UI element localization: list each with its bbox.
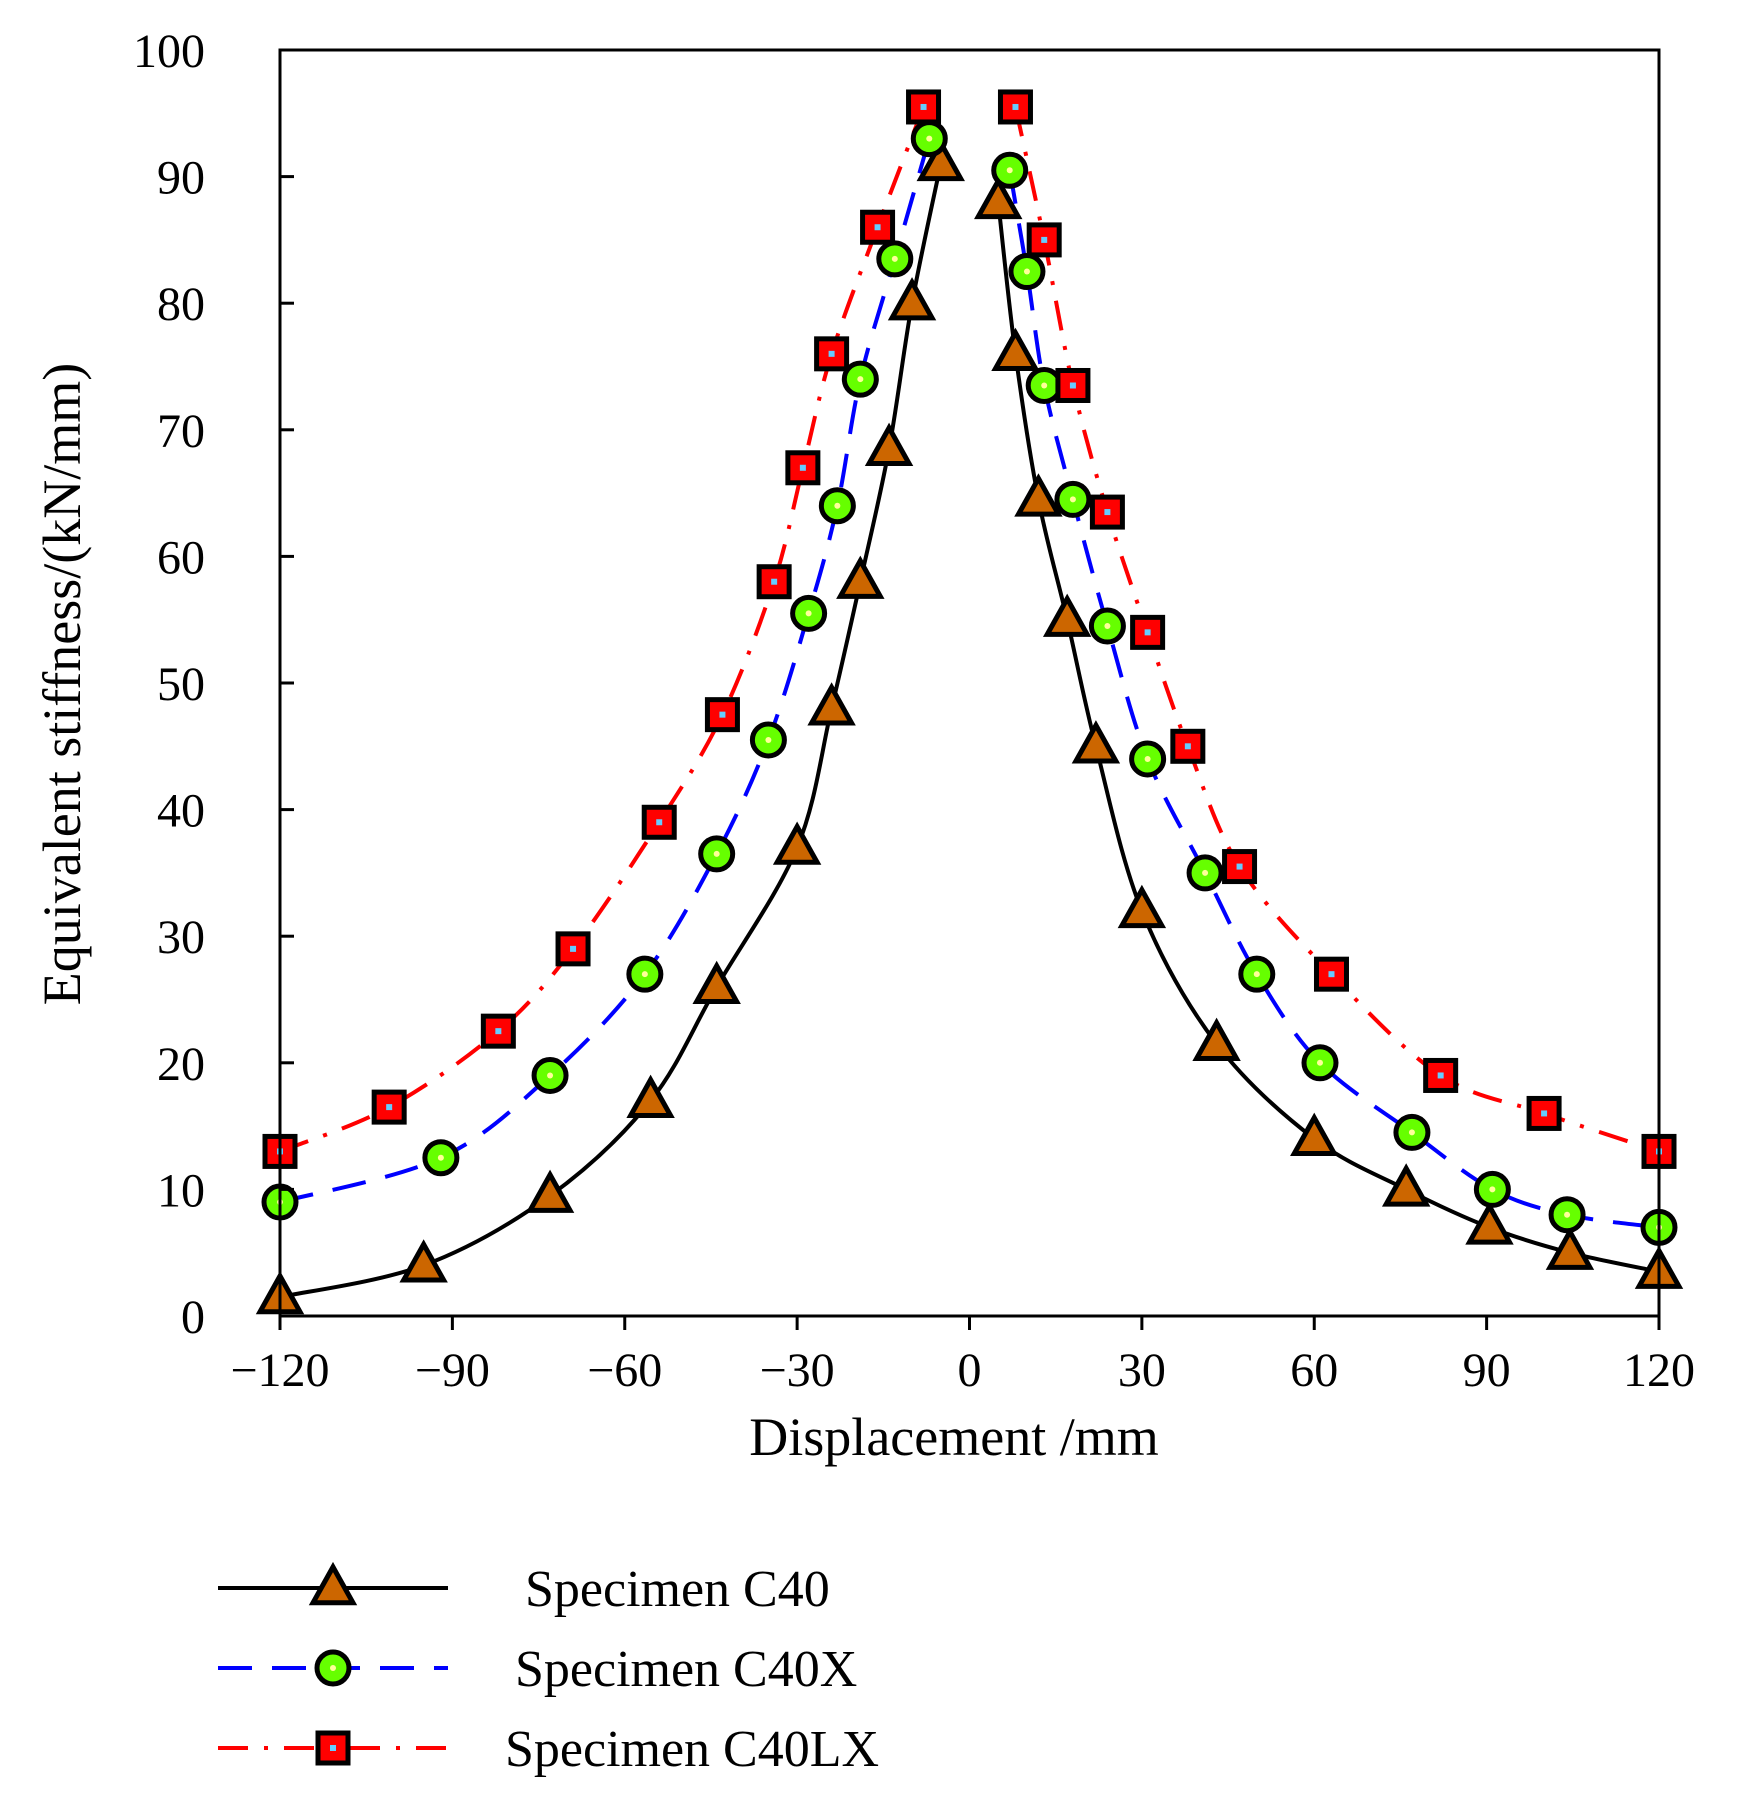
series-1-point <box>1290 1112 1339 1156</box>
series-markers <box>255 89 1684 1315</box>
series-2-point <box>531 1056 569 1094</box>
series-1-point <box>692 960 741 1005</box>
series-3-point <box>1089 494 1125 530</box>
series-3-point <box>860 209 896 245</box>
x-tick-label: −60 <box>587 1344 662 1397</box>
series-3-point <box>997 89 1033 125</box>
series-2-point <box>1054 480 1092 518</box>
series-2-point <box>910 120 948 158</box>
x-tick-label: 60 <box>1290 1344 1338 1397</box>
series-2-point <box>818 487 856 525</box>
series-1-point <box>1014 473 1063 517</box>
legend-label-2: Specimen C40X <box>515 1641 857 1698</box>
y-tick-label: 0 <box>181 1291 205 1344</box>
series-1-point <box>1545 1226 1595 1270</box>
series-3-point <box>814 336 850 372</box>
series-3-point <box>1130 614 1166 650</box>
series-1-point <box>864 422 914 466</box>
series-3-point <box>1222 849 1258 885</box>
series-3-point <box>1313 956 1349 992</box>
legend-marker-1 <box>308 1561 358 1606</box>
series-3-point <box>1526 1095 1562 1131</box>
series-2-point <box>876 240 914 278</box>
series-1-point <box>974 175 1023 220</box>
x-axis-title: Displacement /mm <box>749 1407 1158 1467</box>
series-2-point <box>698 835 736 873</box>
series-2-point <box>749 721 787 759</box>
series-2-point <box>1025 366 1063 404</box>
series-2-point <box>991 151 1029 189</box>
series-1-point <box>991 327 1040 372</box>
series-3-point <box>785 450 821 486</box>
y-tick-label: 50 <box>157 658 205 711</box>
series-1-point <box>1042 593 1092 637</box>
y-axis-ticks: 0 10 20 30 40 50 60 70 80 90 100 <box>133 25 294 1344</box>
series-3-point <box>1055 367 1091 403</box>
series-3-point <box>641 804 677 840</box>
series-1-point <box>807 682 856 726</box>
series-2-point <box>1473 1170 1511 1208</box>
series-1-point <box>626 1074 675 1118</box>
series-3-point <box>1026 222 1062 258</box>
series-2-point <box>1008 253 1046 291</box>
y-axis-title: Equivalent stiffness/(kN/mm) <box>32 363 92 1005</box>
x-tick-label: 0 <box>958 1344 982 1397</box>
series-3-point <box>704 697 740 733</box>
y-tick-label: 40 <box>157 785 205 838</box>
y-tick-label: 70 <box>157 405 205 458</box>
legend-label-3: Specimen C40LX <box>505 1721 879 1778</box>
series-2-point <box>1129 740 1167 778</box>
legend-label-1: Specimen C40 <box>525 1561 830 1618</box>
y-tick-label: 90 <box>157 152 205 205</box>
y-tick-label: 10 <box>157 1164 205 1217</box>
y-tick-label: 60 <box>157 531 205 584</box>
legend: Specimen C40 Specimen C40X Specimen C40LX <box>218 1561 879 1778</box>
x-tick-label: 120 <box>1623 1344 1695 1397</box>
series-2-point <box>1548 1196 1586 1234</box>
series-3-point <box>480 1013 516 1049</box>
x-tick-label: 90 <box>1463 1344 1511 1397</box>
series-2-point <box>422 1139 460 1177</box>
series-1-point <box>399 1239 448 1283</box>
series-3-point <box>756 564 792 600</box>
series-3-point <box>1170 728 1206 764</box>
series-2-point <box>1393 1113 1431 1151</box>
x-tick-label: −120 <box>230 1344 329 1397</box>
series-1-point <box>1192 1017 1241 1062</box>
series-3-point <box>555 931 591 967</box>
series-3-point <box>906 89 942 125</box>
y-tick-label: 100 <box>133 25 205 78</box>
y-tick-label: 20 <box>157 1038 205 1091</box>
x-tick-label: 30 <box>1118 1344 1166 1397</box>
series-1-point <box>836 555 885 599</box>
legend-marker-3 <box>315 1730 351 1766</box>
y-tick-label: 30 <box>157 911 205 964</box>
series-2-point <box>1301 1044 1339 1082</box>
series-2-point <box>790 594 828 632</box>
series-1-point <box>1071 720 1121 764</box>
series-3-point <box>1423 1057 1459 1093</box>
series-1-point <box>887 277 937 321</box>
x-axis-ticks: −120 −90 −60 −30 0 30 60 90 120 <box>230 1316 1695 1397</box>
series-1-point <box>916 137 965 182</box>
series-1-point <box>1117 884 1167 929</box>
x-tick-label: −90 <box>415 1344 490 1397</box>
x-tick-label: −30 <box>760 1344 835 1397</box>
series-2-point <box>1186 854 1224 892</box>
series-3-point <box>371 1089 407 1125</box>
legend-marker-2 <box>314 1649 352 1687</box>
series-1-point <box>772 821 822 865</box>
series-2-point <box>1238 955 1276 993</box>
series-1-point <box>525 1169 575 1213</box>
series-2-point <box>626 955 664 993</box>
y-tick-label: 80 <box>157 278 205 331</box>
series-1-point <box>1381 1163 1431 1207</box>
series-2-point <box>841 360 879 398</box>
series-1-point <box>1465 1201 1514 1245</box>
series-2-point <box>1088 607 1126 645</box>
